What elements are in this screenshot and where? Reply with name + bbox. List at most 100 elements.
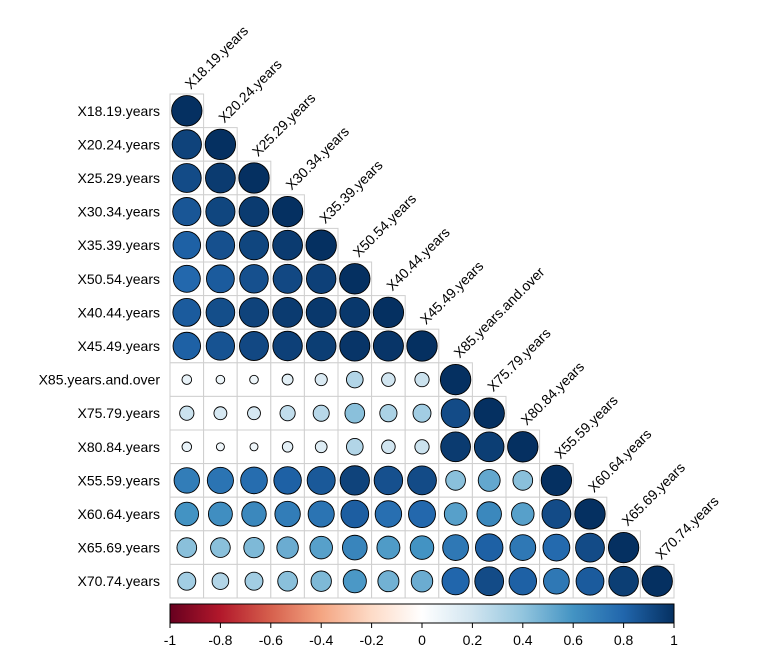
row-label: X85.years.and.over	[39, 372, 161, 388]
correlation-circle	[372, 296, 405, 329]
correlation-circle	[341, 534, 368, 561]
correlation-circle	[310, 570, 332, 592]
correlation-circle	[247, 406, 261, 421]
correlation-circle	[276, 536, 299, 559]
colorbar-tick-label: -0.4	[309, 632, 333, 648]
correlation-circle	[381, 439, 396, 455]
correlation-circles	[171, 95, 673, 597]
correlation-circle	[339, 465, 370, 496]
correlation-circle	[473, 431, 505, 463]
correlation-circle	[511, 502, 535, 526]
column-label: X65.69.years	[618, 459, 688, 529]
correlation-circle	[173, 467, 200, 494]
colorbar-tick-label: -0.6	[259, 632, 283, 648]
correlation-circle	[181, 374, 193, 385]
correlation-circle	[240, 466, 268, 495]
correlation-circle	[306, 465, 336, 495]
correlation-circle	[239, 331, 269, 361]
correlation-circle	[339, 296, 371, 328]
correlation-circle	[205, 162, 236, 194]
colorbar-tick-label: 0.4	[513, 632, 533, 648]
correlation-circle	[305, 296, 337, 328]
row-label: X30.34.years	[78, 204, 161, 220]
correlation-circle	[215, 374, 226, 385]
colorbar-tick-label: 0.8	[614, 632, 634, 648]
correlation-circle	[206, 264, 235, 294]
correlation-circle	[441, 567, 470, 596]
correlation-circle	[273, 466, 302, 495]
colorbar-tick-label: -0.2	[360, 632, 384, 648]
row-label: X55.59.years	[78, 472, 161, 488]
correlation-circle	[305, 229, 337, 261]
grid-cell	[505, 463, 541, 498]
correlation-circle	[244, 571, 264, 591]
column-label: X40.44.years	[383, 224, 453, 294]
column-label: X25.29.years	[249, 90, 319, 160]
correlation-circle	[346, 438, 364, 456]
row-label: X40.44.years	[78, 304, 161, 320]
column-label: X60.64.years	[585, 426, 655, 496]
correlation-circle	[372, 330, 404, 362]
correlation-circle	[239, 264, 269, 294]
correlation-circle	[474, 566, 505, 597]
correlation-circle	[272, 330, 303, 362]
correlation-circle	[309, 535, 333, 560]
correlation-circle	[215, 442, 225, 452]
correlation-circle	[339, 330, 371, 362]
correlation-circle	[241, 501, 267, 527]
correlation-circle	[440, 431, 471, 463]
correlation-circle	[407, 465, 437, 496]
correlation-circle	[373, 465, 404, 496]
correlation-circle	[414, 439, 430, 455]
correlation-circle	[641, 565, 673, 597]
correlation-circle	[204, 128, 237, 161]
column-label: X80.84.years	[518, 358, 588, 428]
row-label: X80.84.years	[78, 439, 161, 455]
correlation-circle	[272, 229, 303, 261]
correlation-circle	[445, 470, 466, 491]
correlation-circle	[312, 404, 330, 422]
correlation-circle	[305, 330, 337, 362]
correlation-circle	[272, 297, 303, 328]
correlation-circle	[249, 442, 259, 452]
correlation-circle	[205, 196, 236, 227]
correlation-circle	[376, 535, 401, 560]
correlation-circle	[274, 500, 301, 528]
correlation-circle	[540, 464, 573, 497]
correlation-circle	[181, 441, 193, 453]
colorbar-tick-label: 0	[418, 632, 426, 648]
correlation-circle	[206, 466, 234, 494]
correlation-circle	[608, 565, 639, 597]
correlation-circle	[408, 500, 436, 528]
correlation-circle	[346, 370, 364, 389]
colorbar-tick-label: 0.2	[463, 632, 483, 648]
correlation-circle	[477, 468, 501, 492]
correlation-circle	[314, 440, 328, 454]
column-label: X35.39.years	[316, 157, 386, 227]
correlation-circle	[410, 570, 434, 593]
row-label: X20.24.years	[78, 136, 161, 152]
colorbar-tick-label: -1	[164, 632, 177, 648]
correlation-circle	[205, 230, 236, 260]
correlation-circle	[542, 533, 571, 562]
correlation-circle	[307, 500, 335, 528]
row-label: X25.29.years	[78, 170, 161, 186]
correlation-circle	[238, 196, 270, 227]
correlation-circle	[174, 501, 200, 527]
correlation-circle	[172, 298, 202, 327]
correlation-circle	[207, 501, 233, 527]
correlation-circle	[381, 372, 396, 387]
colorbar-tick-label: 1	[670, 632, 678, 648]
correlation-circle	[277, 570, 298, 592]
correlation-circle	[473, 397, 505, 429]
correlation-circle	[281, 441, 294, 453]
correlation-circle	[172, 230, 202, 260]
correlation-circle	[243, 536, 265, 559]
column-label: X75.79.years	[484, 325, 554, 395]
correlation-circle	[205, 331, 236, 361]
correlation-circle	[213, 406, 228, 421]
correlation-circle	[271, 195, 304, 228]
correlation-circle	[509, 534, 537, 561]
correlation-circle	[409, 535, 435, 560]
correlation-circle	[414, 372, 430, 388]
